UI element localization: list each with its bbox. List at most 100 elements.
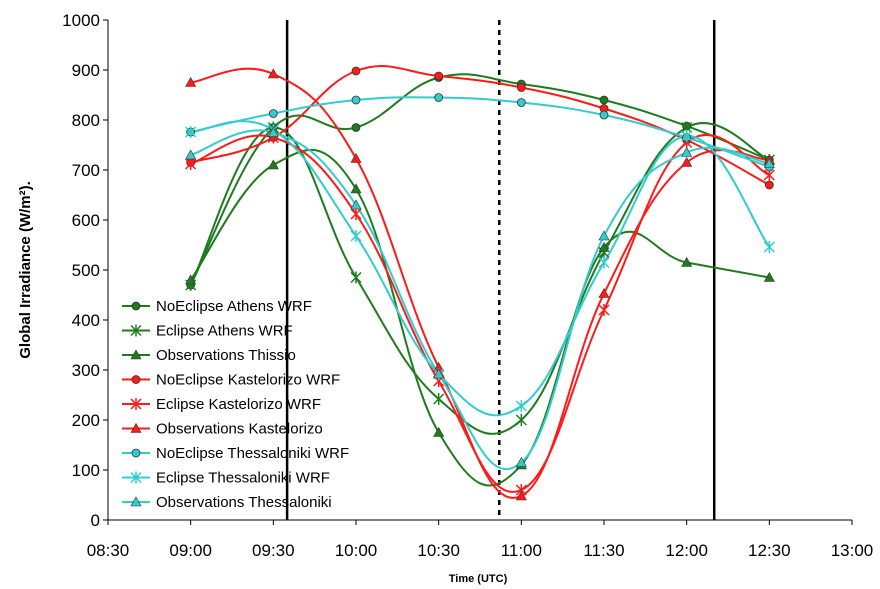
legend-label: NoEclipse Thessaloniki WRF: [156, 445, 349, 462]
data-point: [515, 400, 527, 412]
data-point: [516, 83, 526, 92]
data-point: [433, 426, 445, 437]
legend-marker: [131, 448, 141, 458]
y-tick-label: 800: [72, 111, 100, 130]
legend-item: NoEclipse Athens WRF: [122, 298, 312, 315]
x-tick-label: 10:00: [335, 541, 378, 560]
data-point: [350, 183, 362, 194]
series-lines: [189, 65, 771, 499]
y-tick-label: 200: [72, 411, 100, 430]
legend-marker: [130, 496, 142, 507]
legend-marker: [130, 471, 142, 484]
legend-marker: [130, 422, 142, 433]
series-line: [189, 73, 770, 286]
legend: NoEclipse Athens WRF Eclipse Athens WRF Ob…: [122, 298, 349, 511]
y-tick-label: 700: [72, 161, 100, 180]
data-point: [681, 130, 693, 142]
data-point: [681, 156, 693, 167]
data-point: [515, 456, 527, 467]
data-point: [350, 199, 362, 210]
data-point: [434, 93, 444, 102]
series-line: [190, 120, 771, 417]
data-point: [267, 126, 279, 137]
x-tick-label: 09:30: [252, 541, 295, 560]
legend-item: Observations Thessaloniki: [122, 494, 332, 511]
legend-label: Observations Kastelorizo: [156, 421, 323, 438]
y-tick-label: 0: [91, 511, 100, 530]
y-tick-label: 1000: [62, 11, 100, 30]
data-point: [763, 157, 775, 168]
legend-label: Observations Thissio: [156, 347, 296, 364]
data-point: [185, 149, 197, 160]
data-point: [764, 180, 774, 190]
series-markers: [185, 66, 775, 501]
legend-label: NoEclipse Kastelorizo WRF: [156, 372, 340, 389]
data-point: [268, 109, 278, 118]
data-point: [185, 274, 197, 285]
series-line: [190, 96, 770, 168]
data-point: [598, 287, 610, 298]
x-tick-label: 12:00: [665, 541, 708, 560]
y-tick-label: 600: [72, 211, 100, 230]
legend-item: Observations Kastelorizo: [122, 421, 323, 438]
data-point: [763, 271, 775, 282]
y-tick-label: 300: [72, 361, 100, 380]
data-point: [350, 208, 362, 220]
data-point: [267, 159, 279, 170]
legend-label: Eclipse Athens WRF: [156, 323, 293, 340]
legend-label: Eclipse Thessaloniki WRF: [156, 470, 330, 487]
data-point: [351, 95, 361, 105]
legend-marker: [130, 398, 142, 410]
data-point: [599, 95, 609, 105]
data-point: [515, 414, 527, 426]
y-tick-label: 900: [72, 61, 100, 80]
legend-marker: [131, 301, 141, 311]
legend-marker: [131, 375, 141, 384]
legend-item: Eclipse Athens WRF: [122, 323, 293, 340]
data-point: [515, 490, 527, 501]
legend-label: Observations Thessaloniki: [156, 494, 332, 511]
data-point: [185, 76, 197, 87]
data-point: [763, 241, 775, 253]
data-point: [433, 393, 445, 405]
legend-marker: [130, 324, 142, 337]
legend-item: Eclipse Thessaloniki WRF: [122, 470, 330, 487]
data-point: [598, 230, 610, 241]
data-point: [351, 123, 361, 132]
x-ticks: 08:30 09:00 09:30 10:00 10:30 11:00 11:30 12:00…: [87, 520, 874, 560]
y-tick-label: 400: [72, 311, 100, 330]
legend-item: Eclipse Kastelorizo WRF: [122, 396, 321, 413]
legend-marker: [130, 349, 142, 360]
data-point: [599, 110, 609, 120]
data-point: [681, 256, 693, 267]
data-point: [598, 304, 610, 316]
event-lines: [285, 20, 716, 520]
data-point: [351, 66, 361, 76]
data-point: [185, 158, 197, 170]
x-tick-label: 11:30: [583, 541, 624, 560]
legend-label: NoEclipse Athens WRF: [156, 298, 312, 315]
x-tick-label: 11:00: [501, 541, 542, 560]
data-point: [434, 71, 444, 81]
x-tick-label: 13:00: [831, 541, 874, 560]
y-ticks: 0 100 200 300 400 500 600 700 800 900 1000: [62, 11, 108, 530]
data-point: [598, 241, 610, 252]
x-tick-label: 08:30: [87, 541, 130, 560]
data-point: [681, 146, 693, 157]
x-axis-label: Time (UTC): [449, 573, 508, 585]
series-line: [190, 67, 770, 499]
legend-item: Observations Thissio: [122, 347, 296, 364]
series-line: [189, 148, 770, 487]
data-point: [267, 68, 279, 79]
data-point: [350, 152, 362, 163]
data-point: [185, 126, 197, 138]
data-point: [433, 368, 445, 379]
data-point: [598, 256, 610, 269]
y-tick-label: 100: [72, 461, 100, 480]
y-tick-label: 500: [72, 261, 100, 280]
data-point: [350, 271, 362, 284]
y-axis-label: Global Irradiance (W/m²).: [17, 181, 34, 359]
legend-label: Eclipse Kastelorizo WRF: [156, 396, 321, 413]
x-tick-label: 12:30: [748, 541, 791, 560]
data-point: [516, 98, 526, 107]
